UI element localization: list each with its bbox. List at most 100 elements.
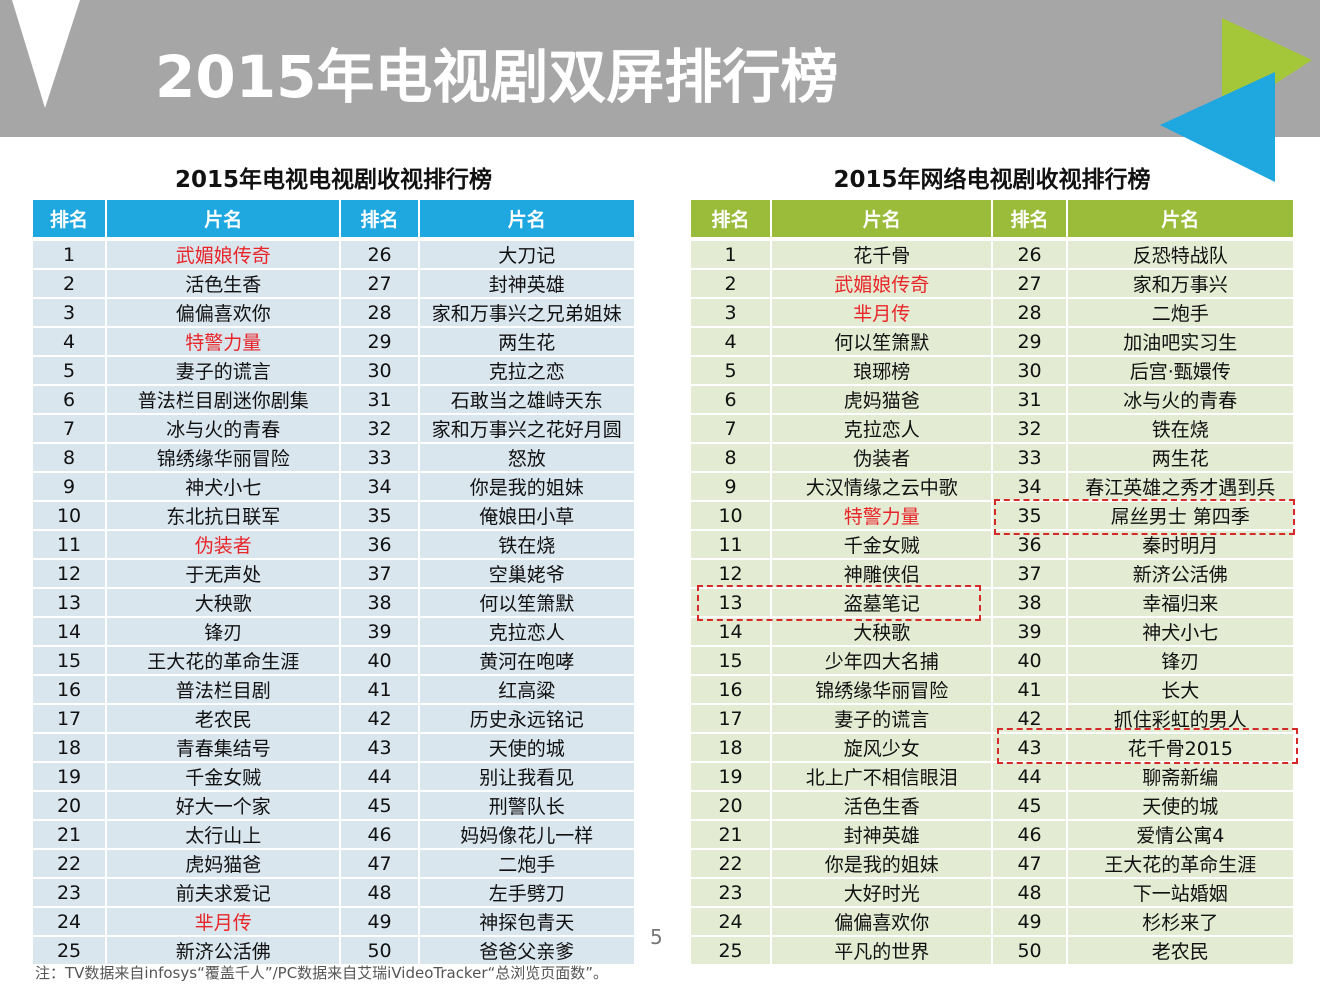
rank-cell: 7 <box>691 414 773 444</box>
title-cell: 新济公活佛 <box>106 936 342 966</box>
title-cell: 神探包青天 <box>418 907 637 937</box>
title-cell: 大秧歌 <box>106 588 342 618</box>
title-cell: 大刀记 <box>418 241 637 270</box>
title-cell: 春江英雄之秀才遇到兵 <box>1066 472 1296 502</box>
row: 2 武媚娘传奇 27 家和万事兴 <box>691 269 1296 299</box>
title-cell: 封神英雄 <box>771 820 994 850</box>
rank-cell: 23 <box>33 878 108 908</box>
rank-cell: 35 <box>992 501 1068 531</box>
title-cell: 石敢当之雄峙天东 <box>418 385 637 415</box>
rank-cell: 35 <box>340 501 420 531</box>
rank-cell: 49 <box>992 907 1068 937</box>
title-cell: 加油吧实习生 <box>1066 327 1296 357</box>
row: 11 千金女贼 36 秦时明月 <box>691 530 1296 560</box>
title-cell: 前夫求爱记 <box>106 878 342 908</box>
rank-cell: 5 <box>33 356 108 386</box>
rank-cell: 31 <box>992 385 1068 415</box>
rank-cell: 48 <box>340 878 420 908</box>
title-cell: 红高粱 <box>418 675 637 705</box>
title-cell: 两生花 <box>1066 443 1296 473</box>
rank-cell: 39 <box>992 617 1068 647</box>
title-cell: 怒放 <box>418 443 637 473</box>
row: 13 大秧歌 38 何以笙箫默 <box>33 588 637 618</box>
row: 12 神雕侠侣 37 新济公活佛 <box>691 559 1296 589</box>
rank-cell: 2 <box>691 269 773 299</box>
title-cell: 王大花的革命生涯 <box>1066 849 1296 879</box>
title-cell: 少年四大名捕 <box>771 646 994 676</box>
rank-cell: 9 <box>691 472 773 502</box>
rank-cell: 1 <box>33 241 108 270</box>
rank-cell: 24 <box>691 907 773 937</box>
rank-cell: 3 <box>691 298 773 328</box>
title-cell: 克拉之恋 <box>418 356 637 386</box>
rank-cell: 40 <box>992 646 1068 676</box>
title-cell: 好大一个家 <box>106 791 342 821</box>
title-cell: 老农民 <box>1066 936 1296 966</box>
title-cell: 普法栏目剧迷你剧集 <box>106 385 342 415</box>
row: 6 普法栏目剧迷你剧集 31 石敢当之雄峙天东 <box>33 385 637 415</box>
rank-cell: 26 <box>992 241 1068 270</box>
title-cell: 锦绣缘华丽冒险 <box>771 675 994 705</box>
rank-cell: 41 <box>992 675 1068 705</box>
rank-cell: 37 <box>992 559 1068 589</box>
rank-cell: 36 <box>992 530 1068 560</box>
row: 25 平凡的世界 50 老农民 <box>691 936 1296 966</box>
rank-cell: 11 <box>33 530 108 560</box>
spacer <box>33 237 635 241</box>
row: 13 盗墓笔记 38 幸福归来 <box>691 588 1296 618</box>
rank-cell: 33 <box>340 443 420 473</box>
title-cell: 俺娘田小草 <box>418 501 637 531</box>
rank-cell: 18 <box>691 733 773 763</box>
rank-cell: 45 <box>340 791 420 821</box>
rank-cell: 21 <box>33 820 108 850</box>
title-cell: 偏偏喜欢你 <box>106 298 342 328</box>
title-cell: 伪装者 <box>771 443 994 473</box>
title-cell: 伪装者 <box>106 530 342 560</box>
title-cell: 平凡的世界 <box>771 936 994 966</box>
spacer <box>691 237 1294 241</box>
title: 2015年电视剧双屏排行榜 <box>155 43 839 111</box>
rank-cell: 50 <box>340 936 420 966</box>
row: 8 锦绣缘华丽冒险 33 怒放 <box>33 443 637 473</box>
header-row: 排名 片名 排名 片名 <box>691 200 1296 237</box>
title-cell: 后宫·甄嬛传 <box>1066 356 1296 386</box>
rank-cell: 3 <box>33 298 108 328</box>
row: 6 虎妈猫爸 31 冰与火的青春 <box>691 385 1296 415</box>
title-cell: 冰与火的青春 <box>106 414 342 444</box>
row: 22 虎妈猫爸 47 二炮手 <box>33 849 637 879</box>
rank-cell: 22 <box>33 849 108 879</box>
title-cell: 偏偏喜欢你 <box>771 907 994 937</box>
row: 14 大秧歌 39 神犬小七 <box>691 617 1296 647</box>
title-cell: 芈月传 <box>106 907 342 937</box>
rank-cell: 25 <box>691 936 773 966</box>
header-band <box>0 0 1320 137</box>
rank-cell: 30 <box>992 356 1068 386</box>
rank-cell: 27 <box>992 269 1068 299</box>
rank-cell: 17 <box>691 704 773 734</box>
rank-cell: 43 <box>992 733 1068 763</box>
header-cell: 排名 <box>33 200 108 237</box>
row: 24 芈月传 49 神探包青天 <box>33 907 637 937</box>
title-cell: 妈妈像花儿一样 <box>418 820 637 850</box>
title-cell: 下一站婚姻 <box>1066 878 1296 908</box>
rank-cell: 4 <box>691 327 773 357</box>
title-cell: 聊斋新编 <box>1066 762 1296 792</box>
table: 排名 片名 排名 片名 1 花千骨 26 反恐特战队 2 武媚娘传奇 27 家和万事兴 3 芈月传 28 二炮… <box>691 200 1296 966</box>
header-cell: 排名 <box>691 200 773 237</box>
row: 4 何以笙箫默 29 加油吧实习生 <box>691 327 1296 357</box>
row: 4 特警力量 29 两生花 <box>33 327 637 357</box>
title-cell: 两生花 <box>418 327 637 357</box>
row: 10 特警力量 35 屌丝男士 第四季 <box>691 501 1296 531</box>
rank-cell: 42 <box>340 704 420 734</box>
rank-cell: 31 <box>340 385 420 415</box>
row: 18 青春集结号 43 天使的城 <box>33 733 637 763</box>
rank-cell: 34 <box>992 472 1068 502</box>
table-title: 2015年电视电视剧收视排行榜 <box>174 167 492 193</box>
row: 18 旋风少女 43 花千骨2015 <box>691 733 1296 763</box>
row: 19 北上广不相信眼泪 44 聊斋新编 <box>691 762 1296 792</box>
row: 5 琅琊榜 30 后宫·甄嬛传 <box>691 356 1296 386</box>
rank-cell: 15 <box>33 646 108 676</box>
title-cell: 活色生香 <box>771 791 994 821</box>
row: 10 东北抗日联军 35 俺娘田小草 <box>33 501 637 531</box>
